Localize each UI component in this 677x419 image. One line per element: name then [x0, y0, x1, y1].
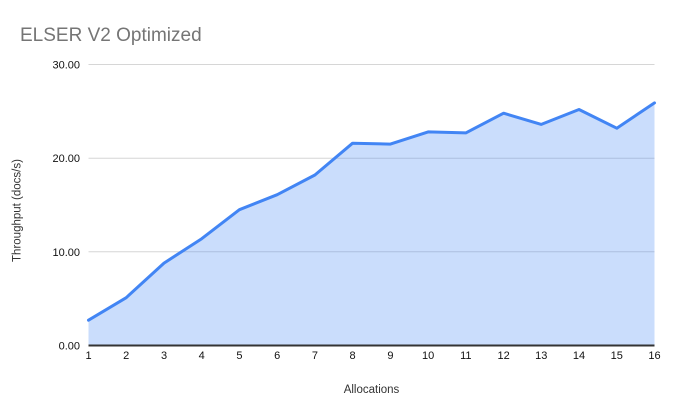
y-tick-label: 30.00 [52, 60, 80, 72]
x-tick-label: 14 [573, 350, 585, 362]
x-tick-label: 2 [123, 350, 129, 362]
x-tick-label: 4 [199, 350, 205, 362]
series-area [88, 102, 655, 346]
x-tick-label: 15 [611, 350, 623, 362]
x-tick-label: 9 [387, 350, 393, 362]
x-tick-label: 16 [648, 350, 660, 362]
x-tick-label: 10 [422, 350, 434, 362]
y-tick-label: 10.00 [52, 247, 80, 259]
x-tick-label: 1 [85, 350, 91, 362]
x-tick-label: 5 [236, 350, 242, 362]
x-tick-label: 12 [497, 350, 509, 362]
chart-title: ELSER V2 Optimized [20, 25, 202, 46]
x-tick-label: 8 [350, 350, 356, 362]
x-tick-label: 7 [312, 350, 318, 362]
y-tick-label: 0.00 [59, 341, 80, 353]
x-tick-label: 6 [274, 350, 280, 362]
series-line [87, 101, 656, 322]
y-tick-label: 20.00 [52, 153, 80, 165]
x-axis-title: Allocations [343, 384, 400, 396]
x-tick-label: 3 [161, 350, 167, 362]
x-tick-label: 13 [535, 350, 547, 362]
x-tick-label: 11 [460, 350, 471, 362]
y-axis-title: Throughput (docs/s) [11, 159, 24, 262]
